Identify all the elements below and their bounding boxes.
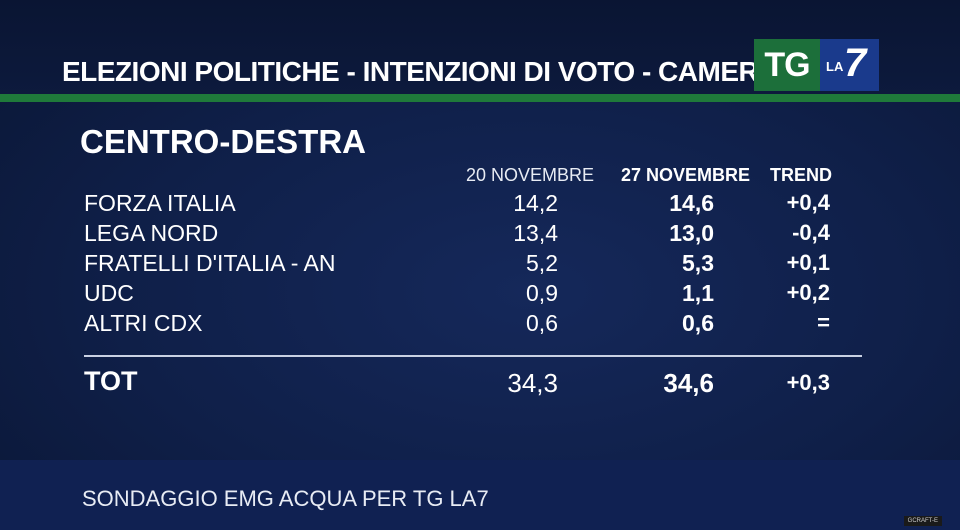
party-name: UDC (84, 280, 134, 306)
value-date1: 13,4 (513, 220, 558, 246)
total-trend: +0,3 (786, 370, 830, 395)
table-row: UDC 0,9 1,1 +0,2 (0, 280, 960, 310)
section-title: CENTRO-DESTRA (80, 123, 366, 160)
party-name: LEGA NORD (84, 220, 219, 246)
total-date2: 34,6 (663, 368, 714, 398)
total-divider (84, 355, 862, 357)
value-date2: 13,0 (669, 220, 714, 246)
value-date2: 1,1 (682, 280, 714, 306)
column-header-date2: 27 NOVEMBRE (621, 165, 751, 185)
footer-band (0, 460, 960, 530)
party-name: FORZA ITALIA (84, 190, 236, 216)
total-row: TOT 34,3 34,6 +0,3 (0, 366, 960, 400)
value-date1: 0,6 (526, 310, 558, 336)
headline: ELEZIONI POLITICHE - INTENZIONI DI VOTO … (62, 56, 778, 87)
table-row: FORZA ITALIA 14,2 14,6 +0,4 (0, 190, 960, 220)
watermark: GCRAFT-E (903, 516, 942, 526)
column-header-trend: TREND (770, 165, 832, 185)
tg-la7-logo: TG LA 7 (754, 39, 879, 91)
value-date1: 14,2 (513, 190, 558, 216)
value-date2: 5,3 (682, 250, 714, 276)
value-date1: 0,9 (526, 280, 558, 306)
total-label: TOT (84, 366, 138, 396)
value-date2: 14,6 (669, 190, 714, 216)
value-trend: = (817, 310, 830, 335)
total-date1: 34,3 (507, 368, 558, 398)
logo-seven: 7 (844, 41, 867, 85)
party-name: ALTRI CDX (84, 310, 203, 336)
source-caption: SONDAGGIO EMG ACQUA PER TG LA7 (82, 486, 489, 511)
value-trend: -0,4 (792, 220, 830, 245)
table-row: ALTRI CDX 0,6 0,6 = (0, 310, 960, 340)
green-divider (0, 94, 960, 102)
value-date1: 5,2 (526, 250, 558, 276)
table-row: FRATELLI D'ITALIA - AN 5,2 5,3 +0,1 (0, 250, 960, 280)
logo-tg: TG (754, 39, 820, 91)
value-date2: 0,6 (682, 310, 714, 336)
column-header-date1: 20 NOVEMBRE (466, 165, 595, 185)
party-name: FRATELLI D'ITALIA - AN (84, 250, 336, 276)
logo-la7: LA 7 (820, 39, 879, 91)
value-trend: +0,4 (786, 190, 830, 215)
value-trend: +0,1 (786, 250, 830, 275)
logo-la: LA (826, 59, 844, 74)
table-row: LEGA NORD 13,4 13,0 -0,4 (0, 220, 960, 250)
value-trend: +0,2 (786, 280, 830, 305)
